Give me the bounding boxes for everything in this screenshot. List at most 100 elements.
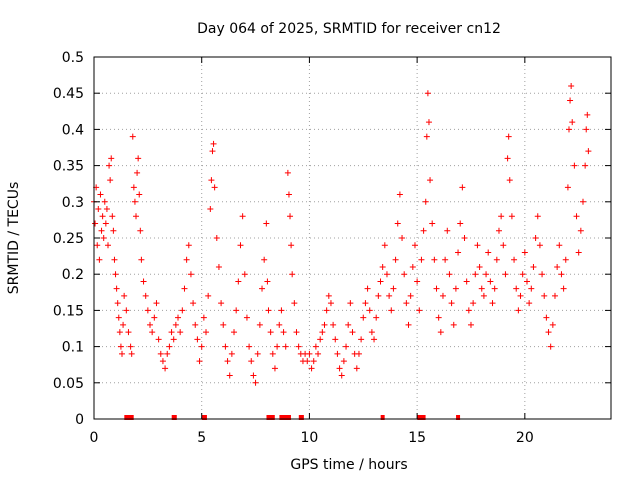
y-tick-label: 0.25: [53, 231, 84, 247]
data-point: [99, 213, 106, 220]
data-point: [455, 249, 462, 256]
data-point: [164, 350, 171, 357]
data-point: [159, 358, 166, 365]
zero-point: [417, 415, 422, 420]
data-point: [427, 177, 434, 184]
data-point: [330, 321, 337, 328]
data-point: [151, 314, 158, 321]
data-point: [377, 278, 384, 285]
data-point: [196, 358, 203, 365]
data-point: [539, 271, 546, 278]
data-point: [536, 242, 543, 249]
data-point: [558, 271, 565, 278]
data-point: [162, 365, 169, 372]
data-point: [190, 300, 197, 307]
data-point: [120, 321, 127, 328]
data-point: [379, 263, 386, 270]
zero-point: [421, 415, 426, 420]
data-point: [110, 227, 117, 234]
data-point: [250, 372, 257, 379]
data-point: [211, 184, 218, 191]
y-tick-label: 0: [75, 412, 84, 428]
data-point: [532, 235, 539, 241]
data-point: [416, 307, 423, 314]
data-point: [476, 263, 483, 270]
data-point: [140, 278, 147, 285]
data-point: [467, 321, 474, 328]
data-point: [349, 329, 356, 336]
axes: 0 0.05 0.1 0.15 0.2 0.25 0.3 0.35 0.4 0.45 0.5 0 5 10…: [53, 50, 611, 446]
x-tick-label: 15: [408, 430, 426, 446]
data-point: [127, 343, 134, 350]
data-point: [198, 343, 205, 350]
data-point: [243, 314, 250, 321]
data-point: [519, 271, 526, 278]
data-point: [551, 292, 558, 299]
data-point: [327, 300, 334, 307]
data-point: [170, 336, 177, 343]
data-point: [394, 220, 401, 227]
zero-point: [270, 415, 275, 420]
data-point: [315, 350, 322, 357]
data-point: [325, 292, 332, 299]
data-point: [304, 358, 311, 365]
data-point: [345, 321, 352, 328]
data-point: [210, 140, 217, 147]
x-tick-label: 5: [197, 430, 206, 446]
data-point: [92, 220, 99, 227]
y-tick-label: 0.5: [62, 50, 84, 66]
data-point: [483, 271, 490, 278]
data-point: [478, 285, 485, 292]
data-point: [125, 329, 132, 336]
data-point: [106, 162, 113, 169]
data-point: [433, 285, 440, 292]
y-axis-label: SRMTID / TECUs: [6, 182, 22, 295]
data-point: [401, 271, 408, 278]
data-point: [338, 372, 345, 379]
data-point: [278, 307, 285, 314]
data-point: [414, 278, 421, 285]
data-point: [98, 227, 105, 234]
data-point: [582, 162, 589, 169]
data-point: [528, 285, 535, 292]
x-tick-label: 0: [90, 430, 99, 446]
data-point: [435, 314, 442, 321]
data-point: [495, 227, 502, 234]
data-point: [185, 242, 192, 249]
data-point: [381, 242, 388, 249]
data-point: [498, 213, 505, 220]
data-point: [411, 242, 418, 249]
data-point: [291, 300, 298, 307]
data-point: [256, 321, 263, 328]
data-point: [179, 307, 186, 314]
data-point: [228, 350, 235, 357]
data-point: [463, 278, 470, 285]
data-point: [386, 292, 393, 299]
data-point: [246, 343, 253, 350]
zero-point: [286, 415, 291, 420]
y-tick-label: 0.2: [62, 267, 84, 283]
data-point: [117, 343, 124, 350]
data-point: [355, 350, 362, 357]
data-point: [396, 191, 403, 198]
data-point: [128, 350, 135, 357]
data-point: [306, 350, 313, 357]
data-point: [573, 213, 580, 220]
zero-point: [281, 415, 286, 420]
data-point: [96, 256, 103, 263]
data-point: [116, 329, 123, 336]
data-point: [505, 133, 512, 140]
data-point: [200, 314, 207, 321]
data-point: [285, 191, 292, 198]
data-point: [392, 256, 399, 263]
data-point: [568, 82, 575, 89]
data-point: [312, 343, 319, 350]
data-point: [373, 314, 380, 321]
data-point: [418, 256, 425, 263]
data-point: [504, 155, 511, 162]
data-point: [321, 321, 328, 328]
data-point: [111, 256, 118, 263]
data-point: [336, 365, 343, 372]
data-point: [390, 285, 397, 292]
data-point: [474, 242, 481, 249]
